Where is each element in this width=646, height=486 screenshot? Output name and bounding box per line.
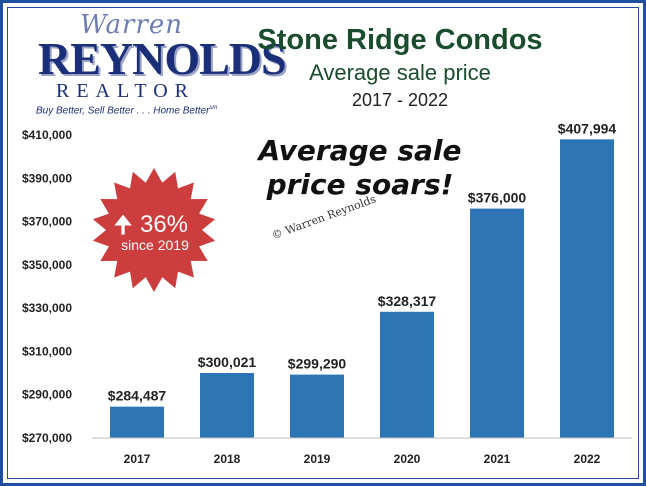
realtor-logo: Warren REYNOLDS REALTOR Buy Better, Sell… <box>36 10 287 120</box>
chart-title: Stone Ridge Condos <box>257 24 543 56</box>
y-tick-label: $330,000 <box>22 301 72 315</box>
bar-2017 <box>110 406 164 438</box>
badge-caption: since 2019 <box>121 237 189 253</box>
up-arrow-icon: 🠉 <box>113 211 133 239</box>
bar-2021 <box>470 208 524 438</box>
x-tick-label: 2018 <box>214 452 241 466</box>
y-tick-label: $350,000 <box>22 258 72 272</box>
y-tick-label: $370,000 <box>22 215 72 229</box>
data-label-2022: $407,994 <box>558 120 617 136</box>
headline-line-2: price soars! <box>266 168 454 201</box>
bar-2022 <box>560 139 614 438</box>
chart-period: 2017 - 2022 <box>351 90 449 110</box>
bar-2020 <box>380 311 434 438</box>
headline: Average sale price soars! <box>240 134 480 202</box>
x-tick-label: 2017 <box>124 452 151 466</box>
data-label-2018: $300,021 <box>198 354 257 370</box>
badge-percent: 36% <box>140 211 188 238</box>
data-label-2019: $299,290 <box>288 356 347 372</box>
y-tick-label: $410,000 <box>22 128 72 142</box>
y-tick-label: $270,000 <box>22 431 72 445</box>
y-tick-label: $290,000 <box>22 388 72 402</box>
x-tick-label: 2022 <box>574 452 601 466</box>
y-tick-label: $310,000 <box>22 344 72 358</box>
logo-tagline: Buy Better, Sell Better . . . Home Bette… <box>36 105 217 116</box>
logo-script-name: Warren <box>80 10 183 40</box>
chart-inner-border <box>7 7 639 479</box>
logo-tagline-text: Buy Better, Sell Better . . . Home Bette… <box>36 105 210 117</box>
headline-line-1: Average sale <box>258 134 462 167</box>
badge-starburst <box>92 168 216 292</box>
data-label-2021: $376,000 <box>468 190 527 206</box>
increase-badge: 🠉 36% since 2019 <box>92 168 216 292</box>
x-tick-label: 2020 <box>394 452 421 466</box>
logo-realtor-word: REALTOR <box>56 80 196 102</box>
data-label-2017: $284,487 <box>108 388 167 404</box>
chart-subtitle: Average sale price <box>309 60 491 85</box>
x-tick-label: 2021 <box>484 452 511 466</box>
data-label-2020: $328,317 <box>378 293 437 309</box>
logo-service-mark: sm <box>209 105 218 111</box>
bar-2019 <box>290 374 344 438</box>
x-tick-label: 2019 <box>304 452 331 466</box>
bar-2018 <box>200 373 254 438</box>
logo-surname: REYNOLDS <box>38 33 287 84</box>
y-tick-label: $390,000 <box>22 171 72 185</box>
